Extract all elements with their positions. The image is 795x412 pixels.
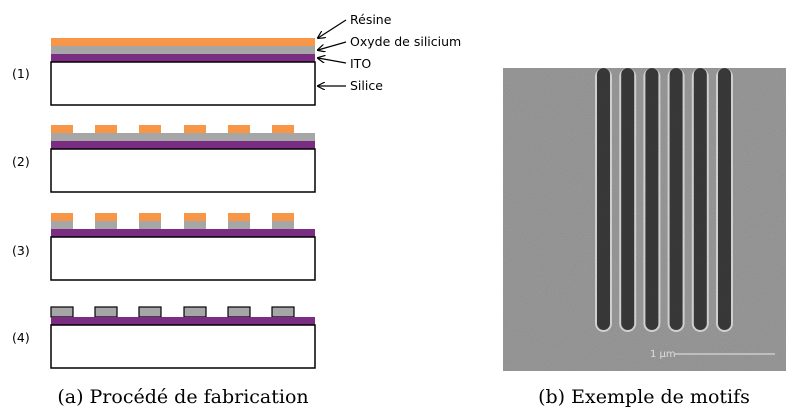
step-label-1: (1) (12, 66, 30, 81)
oxide-block (139, 221, 161, 229)
oxide-block (95, 221, 117, 229)
layer-labels: Résine Oxyde de silicium ITO Silice (318, 12, 461, 93)
resist-block (228, 125, 250, 133)
step-3: (3) (12, 213, 316, 281)
sem-panel: 1 µm (b) Exemple de motifs (503, 68, 786, 408)
oxide-block (227, 306, 251, 318)
resist-block (272, 213, 294, 221)
caption-b: (b) Exemple de motifs (538, 386, 750, 408)
oxide-block (138, 306, 162, 318)
resist-block (139, 125, 161, 133)
resist-block (95, 125, 117, 133)
resist-arrow (318, 19, 347, 38)
process-panel: (1) Résine Oxyde de silicium ITO Silice … (12, 12, 461, 408)
oxide-label: Oxyde de silicium (350, 34, 461, 49)
resist-label: Résine (350, 12, 392, 27)
silica-substrate (50, 148, 316, 193)
sem-image: 1 µm (503, 68, 786, 371)
sem-line (669, 68, 683, 330)
resist-layer (51, 38, 315, 46)
silica-label: Silice (350, 78, 383, 93)
resist-block (184, 125, 206, 133)
resist-oxide-pattern (51, 213, 294, 229)
oxide-block (271, 306, 295, 318)
oxide-block (184, 221, 206, 229)
resist-block (228, 213, 250, 221)
scale-bar: 1 µm (650, 349, 775, 360)
resist-block (51, 125, 73, 133)
sem-line (718, 68, 731, 330)
step-label-4: (4) (12, 330, 30, 345)
sem-line (621, 68, 635, 330)
step-label-3: (3) (12, 243, 30, 258)
ito-arrow (318, 58, 347, 64)
oxide-layer (51, 46, 315, 54)
oxide-block (50, 306, 74, 318)
ito-layer (51, 54, 315, 62)
ito-layer (51, 141, 315, 149)
sem-lines (595, 68, 733, 332)
oxide-block (183, 306, 207, 318)
sem-line (693, 68, 707, 330)
oxide-pattern (50, 306, 295, 318)
resist-block (184, 213, 206, 221)
resist-block (51, 213, 73, 221)
oxide-block (272, 221, 294, 229)
sem-line (597, 68, 610, 330)
scale-bar-label: 1 µm (650, 349, 676, 360)
resist-block (95, 213, 117, 221)
silica-substrate (50, 61, 316, 106)
resist-block (272, 125, 294, 133)
ito-layer (51, 317, 315, 325)
silica-substrate (50, 324, 316, 369)
step-label-2: (2) (12, 154, 30, 169)
step-2: (2) (12, 125, 316, 193)
ito-label: ITO (350, 56, 371, 71)
oxide-block (51, 221, 73, 229)
oxide-layer (51, 133, 315, 141)
step-1: (1) (12, 38, 316, 106)
resist-block (139, 213, 161, 221)
ito-layer (51, 229, 315, 237)
step-4: (4) (12, 306, 316, 369)
oxide-arrow (318, 41, 347, 50)
oxide-block (94, 306, 118, 318)
resist-pattern (51, 125, 294, 133)
sem-line (645, 68, 659, 330)
oxide-block (228, 221, 250, 229)
silica-substrate (50, 236, 316, 281)
caption-a: (a) Procédé de fabrication (57, 386, 308, 408)
